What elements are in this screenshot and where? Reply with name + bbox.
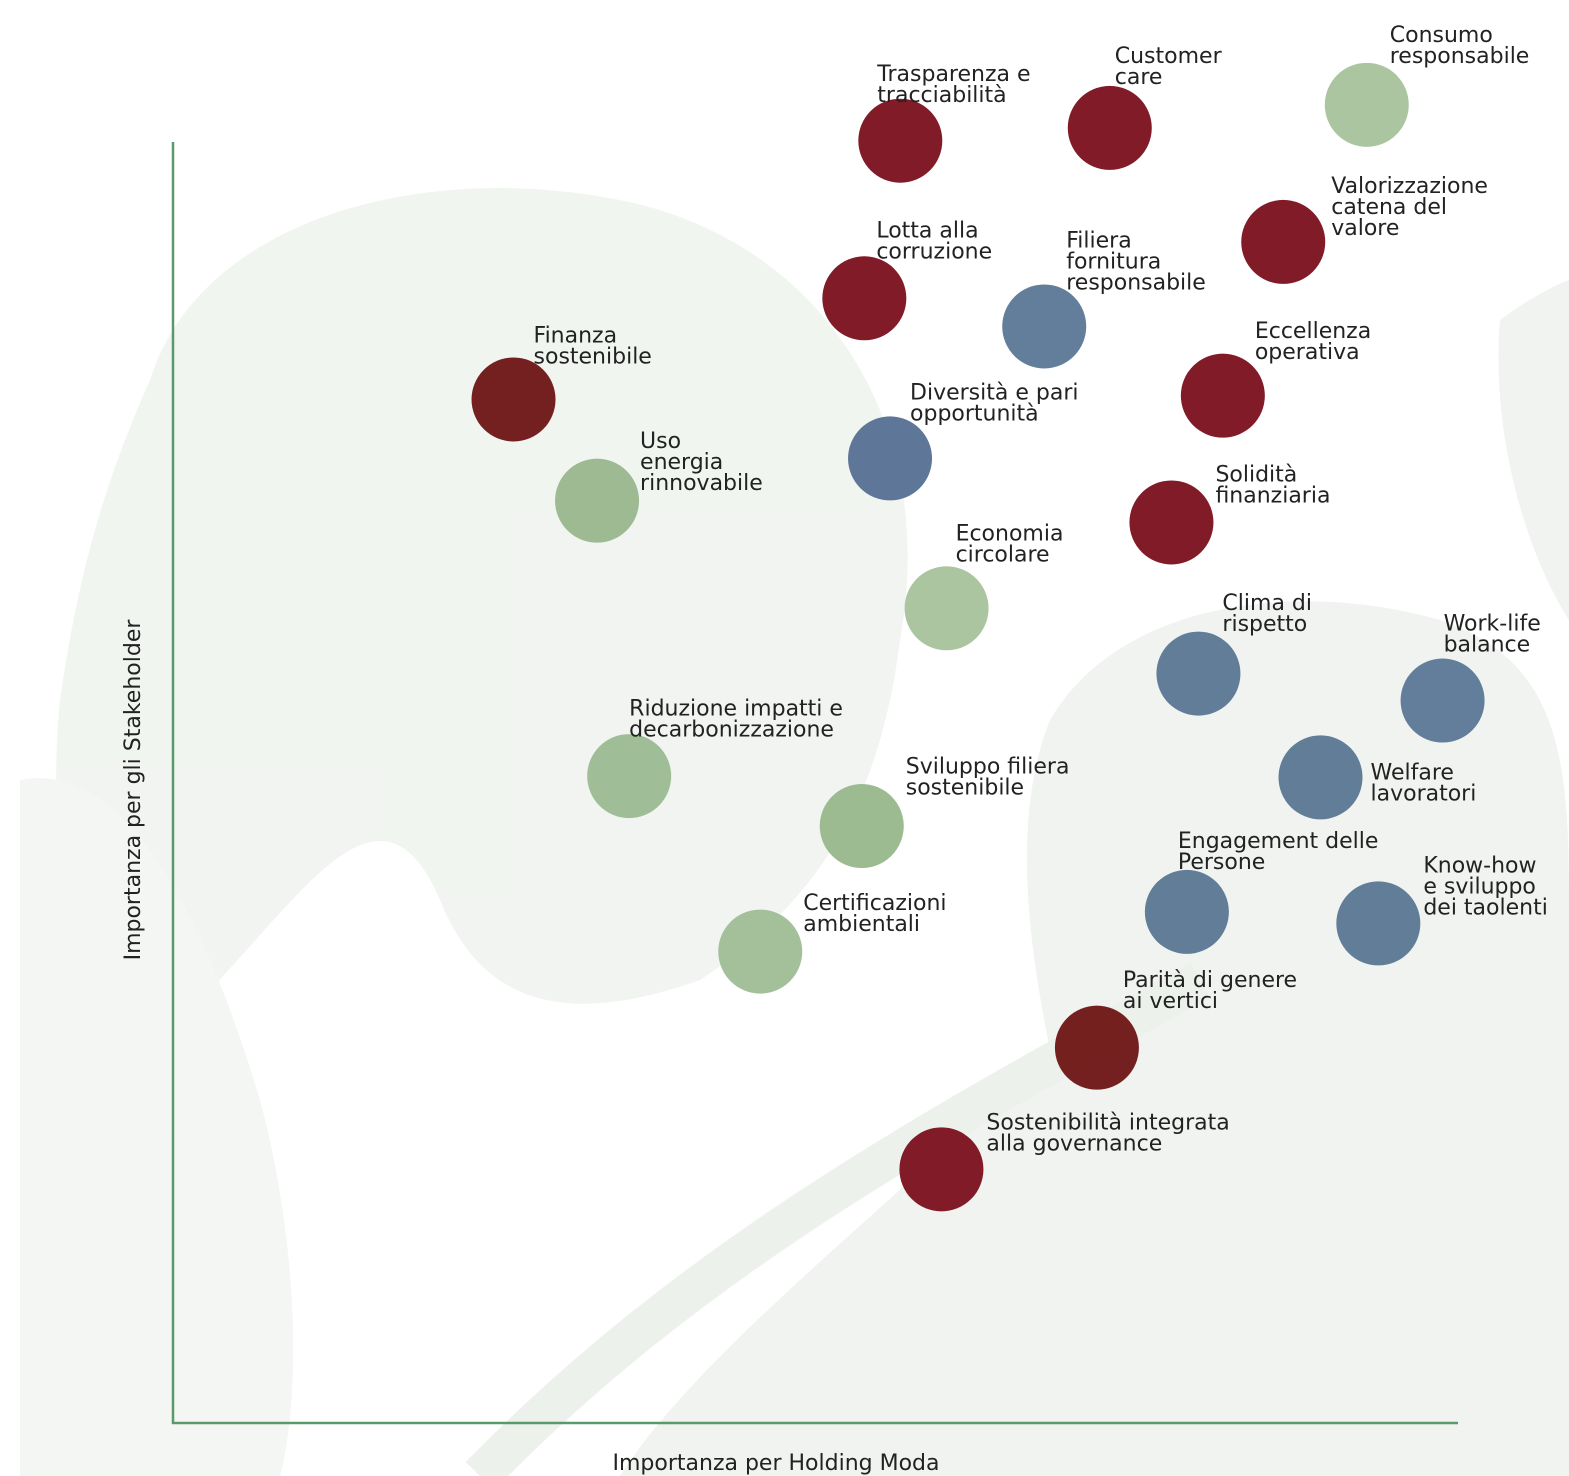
point: [1324, 62, 1409, 147]
y-axis-label: Importanza per gli Stakeholder: [121, 619, 146, 961]
point: [1241, 199, 1326, 284]
label-line: Eccellenza: [1255, 319, 1371, 344]
point: [1129, 480, 1214, 565]
label-line: Persone: [1178, 850, 1265, 875]
label-line: Engagement delle: [1178, 829, 1379, 854]
point: [848, 416, 933, 501]
point: [471, 357, 556, 442]
label-line: valore: [1331, 216, 1399, 241]
label-line: Riduzione impatti e: [629, 696, 843, 721]
label-line: Clima di: [1222, 591, 1312, 616]
label-line: Customer: [1115, 44, 1223, 69]
label-line: rispetto: [1222, 612, 1307, 637]
label-line: Lotta alla: [876, 218, 978, 243]
point: [899, 1127, 984, 1212]
point: [858, 98, 943, 183]
label-line: lavoratori: [1371, 782, 1477, 807]
label-line: Trasparenza e: [876, 62, 1030, 87]
label-line: Finanza: [534, 324, 618, 349]
label-line: Filiera: [1066, 229, 1131, 254]
point: [1002, 284, 1087, 369]
label-line: circolare: [956, 542, 1050, 567]
point: [555, 458, 640, 543]
label-line: Economia: [956, 521, 1064, 546]
label-line: Parità di genere: [1123, 968, 1297, 993]
label-line: Solidità: [1215, 463, 1297, 488]
point: [1278, 735, 1363, 820]
label-line: corruzione: [876, 239, 992, 264]
label-line: catena del: [1331, 195, 1447, 220]
label-line: Diversità e pari: [910, 381, 1078, 406]
x-axis-label: Importanza per Holding Moda: [613, 1451, 940, 1476]
point: [819, 784, 904, 869]
label-line: rinnovabile: [640, 471, 763, 496]
label-line: sostenibile: [906, 775, 1024, 800]
label-line: Valorizzazione: [1331, 174, 1488, 199]
point: [1400, 658, 1485, 743]
label-line: Certificazioni: [803, 891, 946, 916]
label-line: operativa: [1255, 340, 1360, 365]
label-line: decarbonizzazione: [629, 717, 834, 742]
label-line: finanziaria: [1215, 484, 1330, 509]
label-line: balance: [1444, 633, 1531, 658]
label-line: Sostenibilità integrata: [986, 1111, 1229, 1136]
label-line: dei taolenti: [1423, 896, 1548, 921]
point: [1180, 353, 1265, 438]
point: [822, 256, 907, 341]
label-line: responsabile: [1066, 271, 1206, 296]
label-line: care: [1115, 65, 1163, 90]
label-line: responsabile: [1390, 44, 1530, 69]
label-line: alla governance: [986, 1132, 1162, 1157]
label-line: ambientali: [803, 912, 920, 937]
label-line: Welfare: [1371, 761, 1454, 786]
label-line: energia: [640, 450, 723, 475]
point: [718, 909, 803, 994]
point: [904, 566, 989, 651]
point: [1144, 869, 1229, 954]
label-line: Uso: [640, 429, 681, 454]
label-line: Sviluppo filiera: [906, 754, 1070, 779]
label-line: tracciabilità: [877, 83, 1006, 108]
label-line: Know-how: [1423, 854, 1536, 879]
label-line: sostenibile: [534, 345, 652, 370]
label-line: ai vertici: [1123, 989, 1218, 1014]
label-line: fornitura: [1066, 250, 1161, 275]
label-line: Consumo: [1390, 23, 1493, 48]
point: [1054, 1005, 1139, 1090]
label-line: e sviluppo: [1423, 875, 1536, 900]
point: [1156, 631, 1241, 716]
label-line: Work-life: [1444, 612, 1541, 637]
point: [1067, 85, 1152, 170]
point: [587, 734, 672, 819]
label-line: opportunità: [910, 402, 1039, 427]
point: [1336, 881, 1421, 966]
